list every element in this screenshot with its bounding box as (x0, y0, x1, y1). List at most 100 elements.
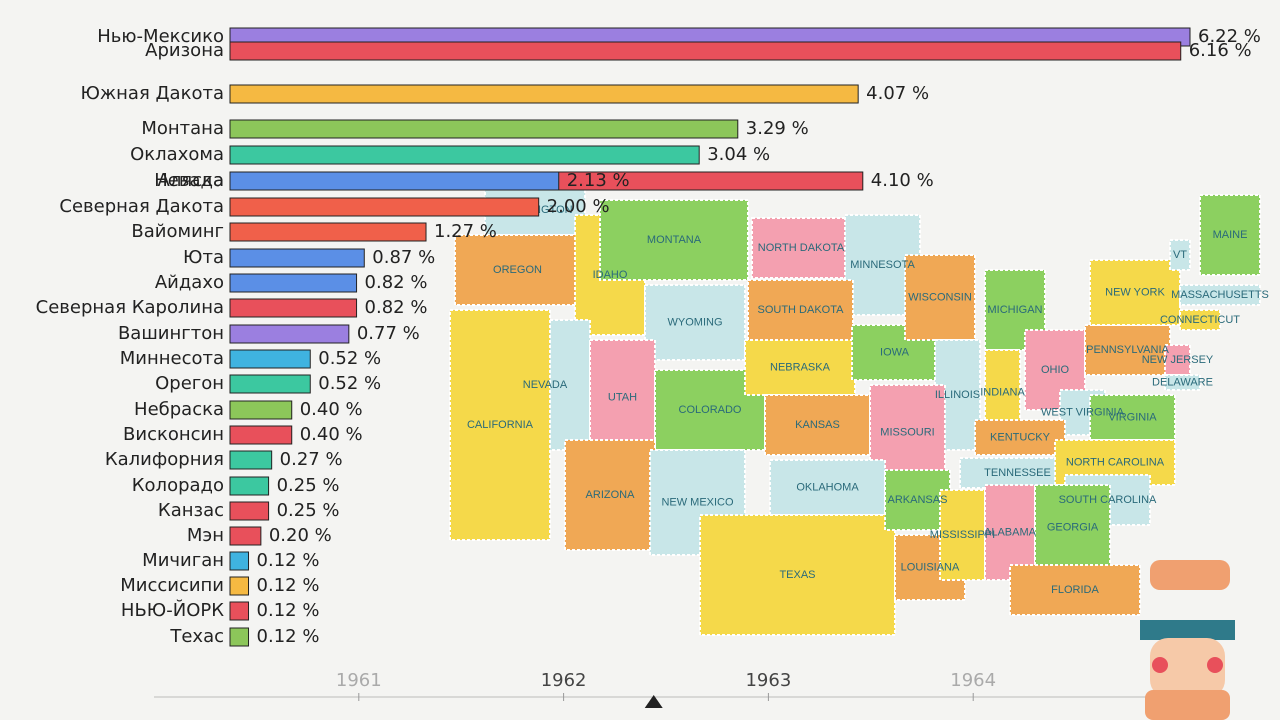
state-shape (939, 489, 986, 581)
state-label: GEORGIA (1047, 521, 1099, 533)
category-label: Аризона (145, 40, 224, 61)
bar (229, 400, 293, 420)
value-label: 2.13 % (567, 170, 630, 191)
category-label: Северная Каролина (36, 297, 224, 318)
category-label: Орегон (155, 373, 224, 394)
tick-label: 1964 (950, 670, 996, 691)
state-shape (1084, 324, 1171, 376)
state-label: NORTH DAKOTA (758, 242, 845, 254)
state-label: ALABAMA (984, 526, 1037, 538)
state-label: TEXAS (779, 569, 815, 581)
tick-label: 1963 (745, 670, 791, 691)
bar (229, 501, 270, 521)
state-label: WISCONSIN (908, 291, 972, 303)
category-label: Невада (154, 170, 224, 191)
value-label: 6.22 % (1198, 26, 1261, 47)
state-shape (1199, 194, 1261, 276)
state-label: CONNECTICUT (1160, 314, 1240, 326)
current-marker (644, 695, 663, 708)
state-label: CALIFORNIA (467, 419, 534, 431)
state-label: COLORADO (679, 404, 742, 416)
state-label: FLORIDA (1051, 584, 1099, 596)
bar (229, 349, 311, 369)
category-label: Техас (169, 626, 224, 647)
state-label: MINNESOTA (850, 259, 915, 271)
value-label: 0.25 % (277, 500, 340, 521)
bar (229, 324, 350, 344)
state-shape (1179, 284, 1261, 306)
state-label: KENTUCKY (990, 431, 1051, 443)
category-label: Канзас (158, 500, 224, 521)
state-shape (904, 254, 976, 341)
state-label: VT (1173, 249, 1187, 261)
bar (229, 145, 700, 165)
category-label: Юта (183, 247, 224, 268)
value-label: 2.00 % (547, 196, 610, 217)
category-label: Миннесота (120, 348, 224, 369)
state-label: LOUISIANA (901, 561, 960, 573)
state-shape (1164, 374, 1201, 391)
state-shape (974, 419, 1066, 456)
state-label: SOUTH CAROLINA (1059, 494, 1157, 506)
state-label: NEBRASKA (770, 361, 831, 373)
state-shape (751, 217, 851, 279)
value-label: 0.52 % (318, 373, 381, 394)
bar (229, 84, 859, 104)
category-label: Висконсин (123, 424, 224, 445)
bars: Нью-Мексико 6.22 % Аризона 6.16 % Южная Дако… (36, 26, 1261, 647)
category-label: Калифорния (105, 449, 224, 470)
state-shape (1179, 309, 1221, 331)
state-label: NEW MEXICO (661, 496, 734, 508)
value-label: 0.25 % (277, 475, 340, 496)
state-label: NEVADA (523, 379, 568, 391)
state-label: MISSISSIPPI (930, 529, 995, 541)
bar (229, 222, 427, 242)
bar (229, 119, 739, 139)
category-label: НЬЮ-ЙОРК (121, 599, 224, 621)
state-label: DELAWARE (1152, 376, 1213, 388)
state-shape (764, 394, 871, 456)
state-shape (589, 339, 656, 456)
value-label: 0.20 % (269, 525, 332, 546)
bar (229, 171, 560, 191)
category-label: Вашингтон (118, 323, 224, 344)
state-label: MAINE (1213, 229, 1248, 241)
state-shape (449, 309, 551, 541)
value-label: 0.40 % (300, 399, 363, 420)
state-shape (454, 234, 581, 306)
state-label: ARKANSAS (888, 494, 948, 506)
state-shape (1169, 239, 1191, 271)
state-label: ARIZONA (586, 489, 636, 501)
value-label: 6.16 % (1189, 40, 1252, 61)
category-label: Южная Дакота (81, 83, 225, 104)
category-label: Мэн (187, 525, 224, 546)
category-label: Монтана (141, 118, 224, 139)
state-label: WEST VIRGINIA (1041, 406, 1125, 418)
state-label: UTAH (608, 391, 637, 403)
state-shape (1009, 564, 1141, 616)
map: WASHINGTONOREGONIDAHOMONTANANORTH DAKOTA… (449, 184, 1269, 636)
state-shape (744, 339, 856, 396)
state-shape (747, 279, 854, 341)
state-shape (564, 439, 656, 551)
value-label: 0.12 % (257, 575, 320, 596)
state-label: NEW JERSEY (1142, 354, 1214, 366)
category-label: Айдахо (155, 272, 224, 293)
state-label: OREGON (493, 264, 542, 276)
value-label: 0.87 % (372, 247, 435, 268)
state-label: VIRGINIA (1108, 411, 1157, 423)
state-label: MASSACHUSETTS (1171, 289, 1269, 301)
mascot-icon (1140, 560, 1235, 720)
state-label: MONTANA (647, 234, 702, 246)
value-label: 3.04 % (707, 144, 770, 165)
value-label: 0.77 % (357, 323, 420, 344)
category-label: Нью-Мексико (97, 26, 224, 47)
category-label: Миссисипи (120, 575, 224, 596)
tick-label: 1962 (541, 670, 587, 691)
value-label: 1.27 % (434, 221, 497, 242)
bar (229, 273, 358, 293)
state-label: OHIO (1041, 364, 1070, 376)
value-label: 0.12 % (257, 550, 320, 571)
state-label: IDAHO (593, 269, 628, 281)
